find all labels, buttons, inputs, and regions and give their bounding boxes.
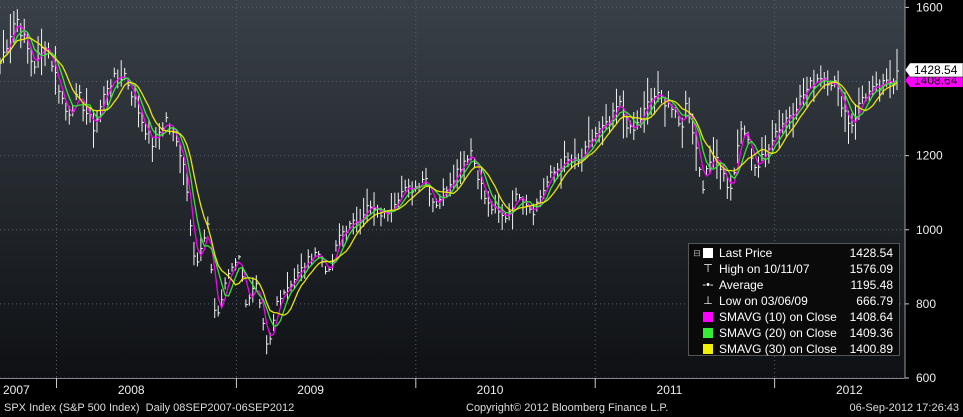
legend-swatch-sma30 <box>703 344 713 354</box>
low-marker-icon: ⊥ <box>703 295 713 307</box>
legend-value: 1400.89 <box>849 342 893 356</box>
x-tick-label: 2009 <box>297 383 324 397</box>
chart-legend: ⊟ Last Price 1428.54 ⊤ High on 10/11/07 … <box>688 243 900 356</box>
y-tick-label: 1000 <box>916 223 943 237</box>
x-tick-label: 2008 <box>118 383 145 397</box>
last-value-marker-box <box>904 62 963 78</box>
grid-layer <box>0 0 905 379</box>
legend-label: SMAVG (10) on Close <box>719 310 837 324</box>
footer-copyright: Copyright© 2012 Bloomberg Finance L.P. <box>466 402 669 414</box>
y-tick-label: 1600 <box>916 0 943 14</box>
legend-label: Low on 03/06/09 <box>719 294 808 308</box>
footer-security-info: SPX Index (S&P 500 Index) Daily 08SEP200… <box>4 402 295 414</box>
x-tick-label: 2011 <box>657 383 683 397</box>
legend-row-sma20: SMAVG (20) on Close 1409.36 <box>689 325 899 341</box>
legend-swatch-sma10 <box>703 312 713 322</box>
legend-toggle-icon[interactable]: ⊟ <box>693 248 701 258</box>
x-tick-label: 2007 <box>3 383 30 397</box>
legend-row-last-price: ⊟ Last Price 1428.54 <box>689 245 899 261</box>
legend-label: SMAVG (30) on Close <box>719 342 837 356</box>
legend-row-high: ⊤ High on 10/11/07 1576.09 <box>689 261 899 277</box>
legend-value: 1408.64 <box>849 310 893 324</box>
legend-row-sma30: SMAVG (30) on Close 1400.89 <box>689 341 899 357</box>
legend-label: Last Price <box>719 246 773 260</box>
price-chart: 6008001000120014001600200720082009201020… <box>0 0 963 397</box>
legend-label: SMAVG (20) on Close <box>719 326 837 340</box>
legend-row-average: -•- Average 1195.48 <box>689 277 899 293</box>
chart-footer: SPX Index (S&P 500 Index) Daily 08SEP200… <box>0 400 963 417</box>
legend-value: 1428.54 <box>849 246 893 260</box>
y-tick-label: 600 <box>916 371 936 385</box>
high-marker-icon: ⊤ <box>703 263 713 275</box>
last-value-marker-label: 1428.54 <box>914 63 958 77</box>
legend-swatch-sma20 <box>703 328 713 338</box>
legend-value: 1409.36 <box>849 326 893 340</box>
moving-average-lines <box>0 25 898 337</box>
x-tick-label: 2012 <box>836 383 863 397</box>
moving-average-line <box>0 36 898 316</box>
legend-row-low: ⊥ Low on 03/06/09 666.79 <box>689 293 899 309</box>
legend-row-sma10: SMAVG (10) on Close 1408.64 <box>689 309 899 325</box>
average-marker-icon: -•- <box>702 279 714 291</box>
legend-label: High on 10/11/07 <box>719 262 810 276</box>
moving-average-line <box>0 29 898 327</box>
legend-swatch-last-price <box>703 248 713 258</box>
footer-timestamp: 06-Sep-2012 17:26:43 <box>849 402 959 414</box>
legend-value: 1195.48 <box>850 278 894 292</box>
legend-label: Average <box>719 278 764 292</box>
y-tick-label: 800 <box>916 297 936 311</box>
x-tick-label: 2010 <box>477 383 504 397</box>
y-tick-label: 1200 <box>916 149 943 163</box>
legend-value: 1576.09 <box>849 262 893 276</box>
legend-value: 666.79 <box>856 294 893 308</box>
moving-average-line <box>0 25 898 337</box>
